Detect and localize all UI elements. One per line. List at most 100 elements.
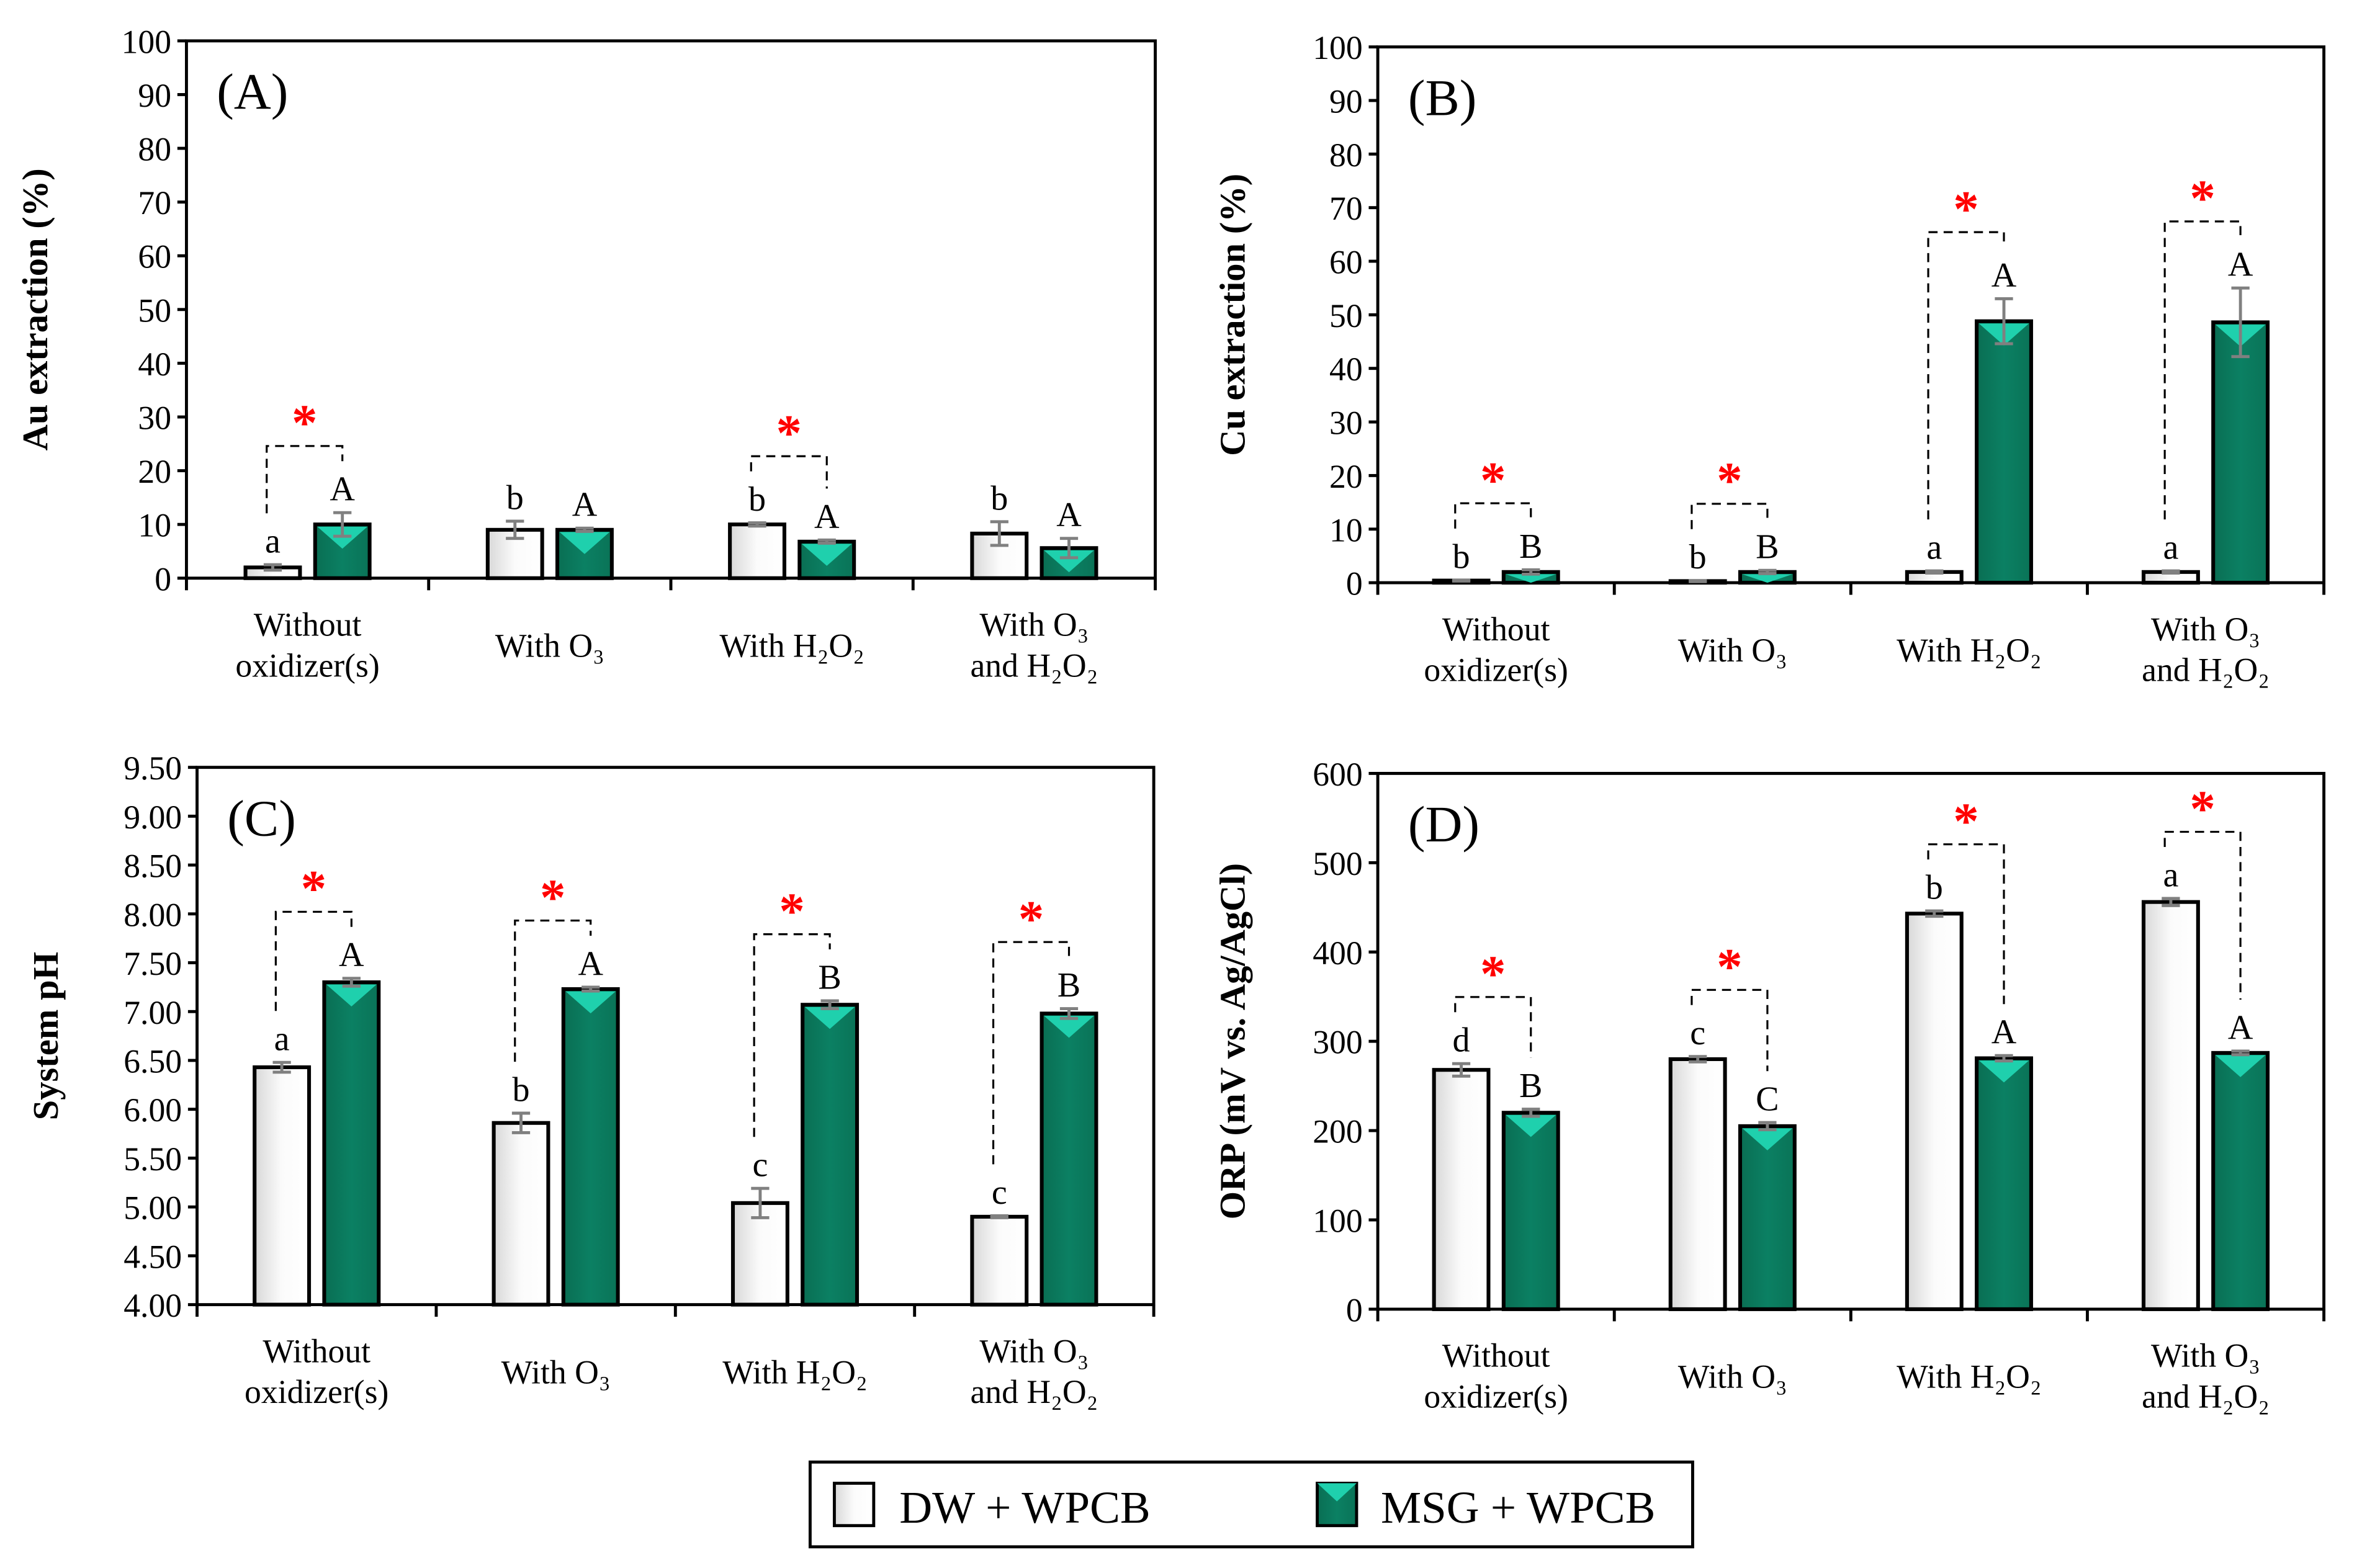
x-category-label: With O₃ xyxy=(979,606,1089,643)
significance-letter: a xyxy=(2163,529,2178,567)
significance-letter: b xyxy=(990,479,1008,517)
significance-star: * xyxy=(1717,452,1742,509)
significance-letter: A xyxy=(339,936,364,974)
significance-star: * xyxy=(1953,180,1978,237)
y-tick-label: 60 xyxy=(138,238,171,276)
y-tick-label: 7.50 xyxy=(123,945,182,982)
significance-letter: B xyxy=(1756,528,1779,567)
bar-dw-wpcb xyxy=(1432,1068,1491,1311)
x-category-label: oxidizer(s) xyxy=(245,1373,388,1410)
legend-label-msg: MSG + WPCB xyxy=(1381,1482,1655,1533)
legend-swatch-msg xyxy=(1316,1481,1358,1528)
y-tick-label: 300 xyxy=(1313,1024,1362,1061)
significance-bracket xyxy=(1454,996,1532,1058)
bar-dw-wpcb xyxy=(2141,900,2200,1311)
significance-letter: A xyxy=(572,486,598,524)
significance-letter: a xyxy=(1926,529,1942,567)
significance-letter: c xyxy=(992,1173,1007,1212)
x-category-label: With O₃ xyxy=(2151,1337,2260,1374)
x-category-label: With O₃ xyxy=(1678,1358,1787,1396)
legend-swatch-dw xyxy=(832,1481,876,1528)
significance-star: * xyxy=(540,869,565,926)
bar-highlight xyxy=(559,532,610,554)
x-category-label: and H₂O₂ xyxy=(2142,652,2270,689)
significance-star: * xyxy=(292,394,317,451)
x-category-label: With O₃ xyxy=(2151,611,2260,648)
x-category-label: With O₃ xyxy=(501,1353,611,1391)
bar-highlight xyxy=(1506,1114,1556,1137)
significance-bracket xyxy=(266,445,344,514)
panel-label: (D) xyxy=(1408,795,1480,853)
bar-highlight xyxy=(1044,550,1094,573)
y-tick-label: 0 xyxy=(1346,1291,1363,1328)
significance-letter: d xyxy=(1453,1021,1470,1060)
x-category-label: oxidizer(s) xyxy=(235,647,379,684)
y-tick-label: 90 xyxy=(138,77,171,114)
x-category-label: oxidizer(s) xyxy=(1424,652,1568,689)
y-axis-label: ORP (mV vs. Ag/AgCl) xyxy=(1212,863,1252,1219)
bar-highlight xyxy=(1044,1016,1094,1038)
panel-label: (C) xyxy=(227,789,296,846)
y-tick-label: 10 xyxy=(138,507,171,544)
y-tick-label: 8.50 xyxy=(123,848,182,885)
significance-letter: b xyxy=(506,478,524,517)
y-tick-label: 4.00 xyxy=(123,1287,182,1324)
significance-letter: a xyxy=(274,1020,290,1059)
significance-bracket xyxy=(1927,231,2005,520)
significance-letter: b xyxy=(1689,538,1707,576)
significance-letter: c xyxy=(752,1146,768,1185)
bar-msg-wpcb xyxy=(801,1003,860,1307)
significance-letter: A xyxy=(814,498,840,536)
significance-star: * xyxy=(2189,169,2215,226)
y-tick-label: 40 xyxy=(1329,351,1363,388)
significance-letter: b xyxy=(512,1070,529,1109)
significance-bracket xyxy=(2163,220,2242,520)
significance-letter: c xyxy=(1690,1014,1705,1052)
y-tick-label: 30 xyxy=(138,400,171,437)
y-tick-label: 90 xyxy=(1329,83,1363,120)
y-tick-label: 600 xyxy=(1313,756,1362,793)
significance-letter: a xyxy=(265,522,281,561)
y-tick-label: 30 xyxy=(1329,405,1363,442)
x-category-label: Without xyxy=(1442,1337,1550,1374)
y-tick-label: 100 xyxy=(1313,1203,1362,1240)
bar-highlight xyxy=(804,1006,855,1029)
significance-bracket xyxy=(1454,502,1532,529)
significance-bracket xyxy=(2163,830,2242,1000)
y-tick-label: 70 xyxy=(138,184,171,222)
significance-star: * xyxy=(1018,890,1044,947)
bar-dw-wpcb xyxy=(728,522,786,580)
significance-star: * xyxy=(1953,792,1978,849)
y-tick-label: 0 xyxy=(1346,565,1363,603)
y-tick-label: 10 xyxy=(1329,511,1363,549)
significance-letter: A xyxy=(330,470,355,509)
bar-dw-wpcb xyxy=(970,1214,1029,1307)
y-axis-label: Cu extraction (%) xyxy=(1212,174,1252,456)
x-category-label: With H₂O₂ xyxy=(1897,632,2041,669)
bar-msg-wpcb xyxy=(561,987,620,1307)
x-category-label: With O₃ xyxy=(979,1332,1089,1369)
bar-highlight xyxy=(2215,1055,2266,1077)
significance-letter: a xyxy=(2163,856,2178,894)
bar-dw-wpcb xyxy=(492,1121,550,1307)
y-tick-label: 80 xyxy=(138,131,171,168)
significance-letter: A xyxy=(1992,256,2017,295)
y-tick-label: 100 xyxy=(122,23,171,60)
y-tick-label: 500 xyxy=(1313,845,1362,882)
x-category-label: and H₂O₂ xyxy=(971,1373,1098,1410)
y-tick-label: 5.50 xyxy=(123,1140,182,1178)
bar-msg-wpcb xyxy=(322,980,381,1307)
bar-highlight xyxy=(1742,1128,1793,1150)
x-category-label: With O₃ xyxy=(495,627,604,665)
significance-letter: b xyxy=(748,480,766,519)
chart-panel-c: 4.00 4.50 5.00 5.50 6.00 6.50 7.00 7.50 8.00 8.50… xyxy=(25,750,1156,1410)
bar-msg-wpcb xyxy=(1975,1056,2033,1311)
significance-star: * xyxy=(779,882,804,939)
significance-letter: b xyxy=(1453,537,1470,576)
y-tick-label: 9.00 xyxy=(123,799,182,836)
significance-letter: A xyxy=(1992,1013,2017,1052)
x-category-label: With H₂O₂ xyxy=(719,627,864,665)
y-tick-label: 5.00 xyxy=(123,1189,182,1227)
bar-msg-wpcb xyxy=(1040,1011,1098,1307)
bar-msg-wpcb xyxy=(1501,1111,1560,1311)
